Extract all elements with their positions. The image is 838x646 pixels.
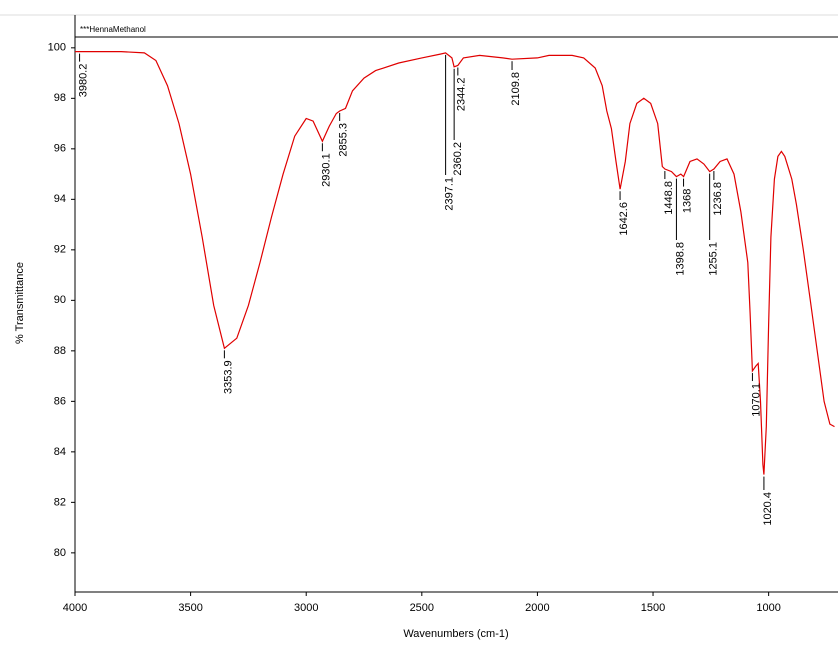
y-tick-label: 100 (48, 42, 66, 54)
x-tick-label: 2500 (410, 602, 434, 614)
x-tick-label: 1000 (756, 602, 780, 614)
spectrum-line (75, 51, 835, 475)
peak-label: 2397.1 (444, 177, 456, 211)
peak-label: 1236.8 (712, 182, 724, 216)
peak-label: 2930.1 (320, 153, 332, 187)
peak-label: 2360.2 (452, 142, 464, 176)
peak-label: 1448.8 (663, 181, 675, 215)
y-axis-label: % Transmittance (14, 262, 26, 344)
y-tick-label: 96 (54, 143, 66, 155)
y-tick-label: 80 (54, 547, 66, 559)
y-tick-label: 86 (54, 395, 66, 407)
x-tick-label: 2000 (525, 602, 549, 614)
peak-label: 1070.1 (750, 383, 762, 417)
y-tick-label: 82 (54, 496, 66, 508)
y-tick-label: 90 (54, 294, 66, 306)
x-axis-label: Wavenumbers (cm-1) (403, 628, 508, 640)
x-tick-label: 3500 (178, 602, 202, 614)
peak-label: 1020.4 (762, 492, 774, 526)
peak-label: 2855.3 (338, 123, 350, 157)
y-tick-label: 94 (54, 193, 66, 205)
peak-label: 3980.2 (77, 64, 89, 98)
peak-label: 1398.8 (674, 242, 686, 276)
y-tick-label: 84 (54, 446, 66, 458)
peak-label: 2344.2 (456, 78, 468, 112)
x-tick-label: 1500 (641, 602, 665, 614)
peak-label: 1368 (681, 189, 693, 213)
spectrum-title: ***HennaMethanol (80, 25, 146, 34)
y-tick-label: 92 (54, 244, 66, 256)
x-tick-label: 3000 (294, 602, 318, 614)
peak-label: 1642.6 (618, 202, 630, 236)
x-tick-label: 4000 (63, 602, 87, 614)
y-tick-label: 98 (54, 92, 66, 104)
peak-label: 3353.9 (222, 360, 234, 394)
peak-label: 1255.1 (708, 242, 720, 276)
peak-label: 2109.8 (510, 72, 522, 106)
y-tick-label: 88 (54, 345, 66, 357)
